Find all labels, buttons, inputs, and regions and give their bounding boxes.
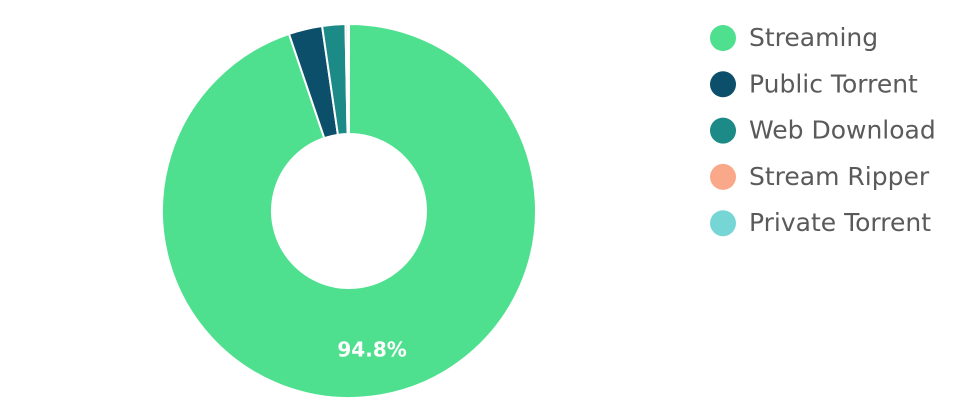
legend-label: Public Torrent	[749, 69, 918, 98]
legend-marker	[710, 210, 736, 237]
legend-label: Stream Ripper	[749, 162, 930, 191]
donut-slice	[161, 22, 537, 399]
legend-label: Private Torrent	[749, 208, 931, 237]
legend-marker	[710, 163, 736, 190]
legend-label: Streaming	[749, 23, 878, 52]
data-label: 94.8%	[337, 338, 406, 362]
legend-marker	[710, 25, 736, 51]
donut-slice	[346, 22, 350, 136]
legend-marker	[710, 117, 736, 144]
legend-label: Web Download	[749, 116, 936, 145]
legend-marker	[710, 71, 736, 98]
